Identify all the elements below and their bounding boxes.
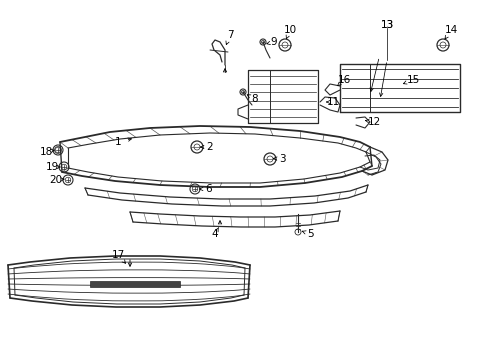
Text: 10: 10 (283, 25, 296, 35)
Text: 16: 16 (337, 75, 350, 85)
Text: 15: 15 (406, 75, 419, 85)
Text: 17: 17 (111, 250, 124, 260)
Text: 4: 4 (211, 229, 218, 239)
Text: 7: 7 (226, 30, 233, 40)
FancyBboxPatch shape (90, 281, 180, 287)
Text: 1: 1 (115, 137, 121, 147)
Text: 20: 20 (49, 175, 62, 185)
Text: 5: 5 (306, 229, 313, 239)
Text: 18: 18 (40, 147, 53, 157)
Text: 11: 11 (325, 97, 339, 107)
Text: 13: 13 (380, 20, 393, 30)
Text: 8: 8 (251, 94, 258, 104)
Text: 9: 9 (270, 37, 277, 47)
Text: 12: 12 (366, 117, 380, 127)
Text: 3: 3 (278, 154, 285, 164)
Text: 14: 14 (444, 25, 457, 35)
Text: 19: 19 (45, 162, 59, 172)
Text: 13: 13 (380, 20, 393, 30)
Text: 2: 2 (206, 142, 213, 152)
Text: 6: 6 (205, 184, 212, 194)
